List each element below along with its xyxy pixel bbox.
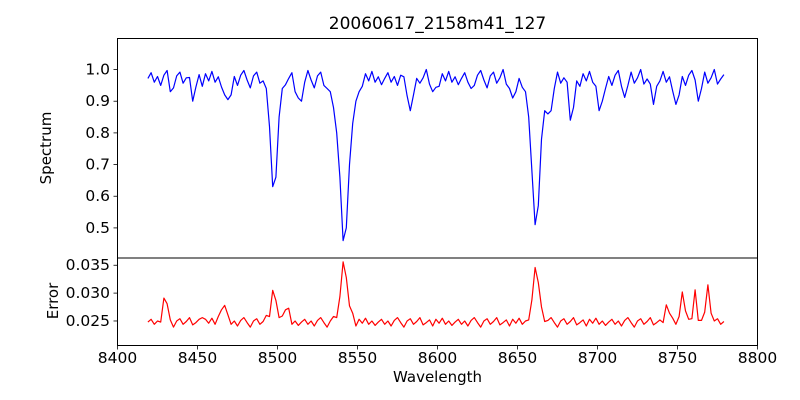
spectrum-line — [147, 68, 725, 242]
y-tick-label: 0.5 — [85, 219, 110, 237]
y-tick-label: 1.0 — [85, 61, 110, 79]
y-tick-label: 0.7 — [85, 156, 110, 174]
x-axis-label: Wavelength — [393, 368, 482, 386]
y-tick-label: 0.8 — [85, 124, 110, 142]
y-tick-label: 0.030 — [66, 284, 110, 302]
error-panel-frame — [117, 257, 758, 346]
x-tick-label: 8600 — [418, 349, 457, 367]
x-tick-label: 8700 — [578, 349, 617, 367]
spectrum-panel-frame — [117, 38, 758, 259]
y-tick-label: 0.6 — [85, 187, 110, 205]
x-tick-label: 8450 — [178, 349, 217, 367]
y-tick-label: 0.035 — [66, 256, 110, 274]
x-tick-label: 8650 — [498, 349, 537, 367]
y-tick-label: 0.025 — [66, 312, 110, 330]
y-tick-label: 0.9 — [85, 92, 110, 110]
chart-title: 20060617_2158m41_127 — [328, 14, 547, 34]
x-tick-label: 8750 — [658, 349, 697, 367]
x-tick-label: 8400 — [98, 349, 137, 367]
x-tick-label: 8800 — [738, 349, 777, 367]
error-line — [147, 261, 725, 328]
x-tick-label: 8500 — [258, 349, 297, 367]
x-tick-label: 8550 — [338, 349, 377, 367]
